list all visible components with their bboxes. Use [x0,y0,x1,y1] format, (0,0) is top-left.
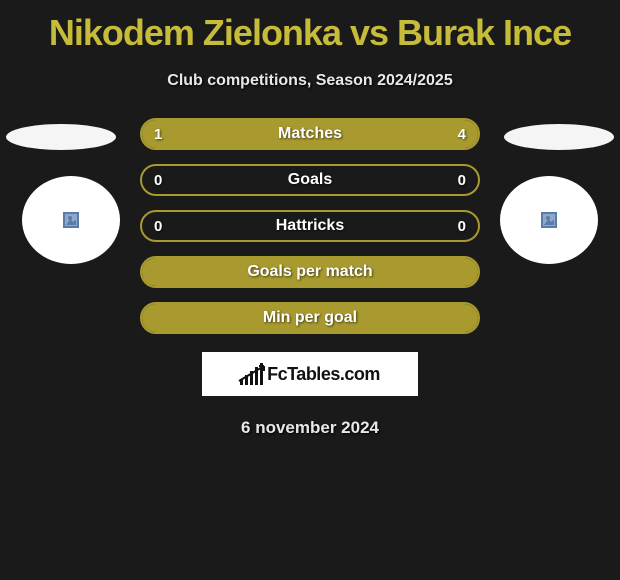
stats-container: 1 Matches 4 0 Goals 0 0 Hattricks 0 Goal… [140,118,480,334]
stat-label: Min per goal [142,304,478,332]
image-placeholder-icon [541,212,557,228]
stat-value-right [454,304,478,332]
stat-row: Min per goal [140,302,480,334]
stat-value-right: 0 [446,212,478,240]
stat-value-right: 0 [446,166,478,194]
logo-arrow-icon [238,363,270,383]
player-left-avatar [22,176,120,264]
stat-label: Goals [142,166,478,194]
stat-row: 1 Matches 4 [140,118,480,150]
stat-value-right: 4 [446,120,478,148]
date-label: 6 november 2024 [0,418,620,438]
stat-label: Matches [142,120,478,148]
stat-label: Goals per match [142,258,478,286]
subtitle: Club competitions, Season 2024/2025 [0,72,620,90]
logo-text: FcTables.com [267,364,380,385]
page-title: Nikodem Zielonka vs Burak Ince [0,0,620,54]
stat-label: Hattricks [142,212,478,240]
player-left-name-pill [6,124,116,150]
image-placeholder-icon [63,212,79,228]
stat-row: 0 Hattricks 0 [140,210,480,242]
player-right-avatar [500,176,598,264]
stat-row: 0 Goals 0 [140,164,480,196]
fctables-logo: FcTables.com [202,352,418,396]
player-right-name-pill [504,124,614,150]
logo-bars-icon [240,363,263,385]
stat-value-right [454,258,478,286]
stat-row: Goals per match [140,256,480,288]
